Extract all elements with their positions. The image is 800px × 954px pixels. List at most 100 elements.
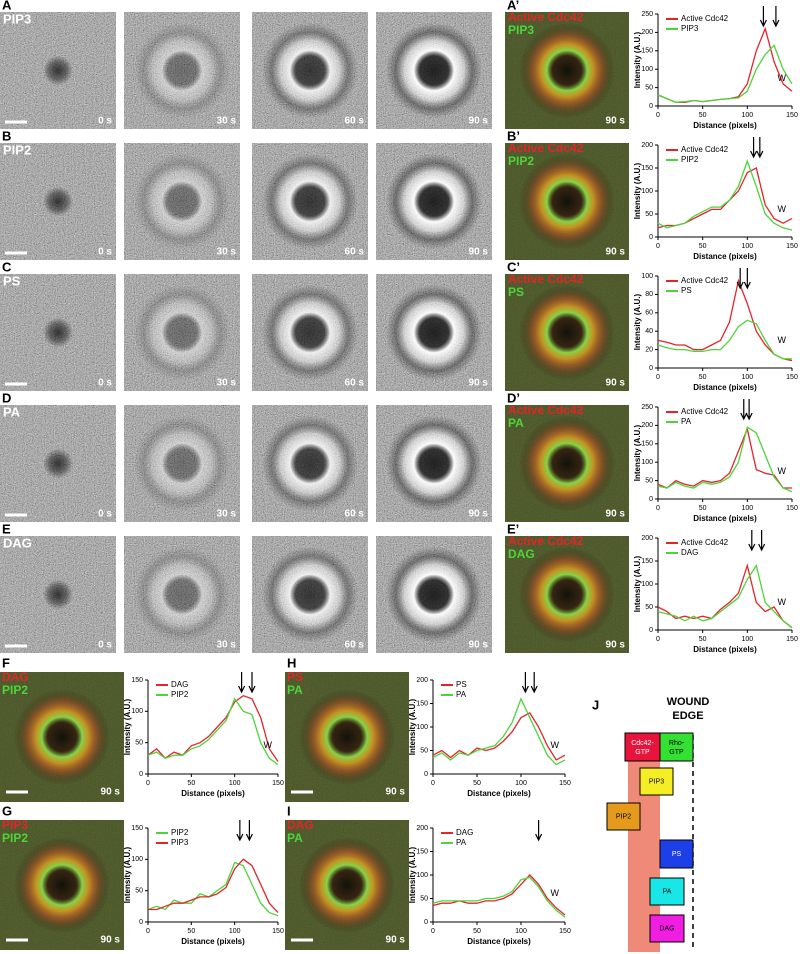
y-tick-label: 150 bbox=[641, 558, 653, 565]
x-tick-label: 50 bbox=[699, 243, 707, 250]
peak-arrow bbox=[248, 672, 256, 694]
legend-label: PA bbox=[681, 417, 692, 426]
y-axis-title: Intensity (A.U.) bbox=[123, 846, 132, 903]
x-tick-label: 50 bbox=[473, 928, 481, 935]
wound-ring bbox=[134, 546, 230, 643]
y-tick-label: 40 bbox=[645, 328, 653, 335]
peak-arrow bbox=[745, 399, 753, 421]
peak-arrow bbox=[740, 399, 748, 421]
time-label: 90 s bbox=[606, 640, 626, 651]
wound-ring bbox=[134, 284, 230, 381]
legend-label: PIP3 bbox=[681, 24, 699, 33]
legend-label: PS bbox=[681, 286, 692, 295]
y-tick-label: 200 bbox=[416, 825, 428, 832]
y-tick-label: 0 bbox=[649, 103, 653, 110]
y-tick-label: 50 bbox=[645, 604, 653, 611]
x-axis-title: Distance (pixels) bbox=[693, 252, 757, 261]
peak-arrow bbox=[521, 672, 529, 694]
x-tick-label: 0 bbox=[146, 928, 150, 935]
series-line bbox=[657, 26, 793, 103]
x-tick-label: 100 bbox=[741, 112, 753, 119]
time-label: 90 s bbox=[386, 935, 406, 946]
time-label: 90 s bbox=[101, 935, 121, 946]
legend-label: Active Cdc42 bbox=[681, 538, 729, 547]
peak-arrow bbox=[750, 137, 758, 159]
channel-label: PIP2 bbox=[2, 831, 28, 845]
x-tick-label: 100 bbox=[515, 780, 527, 787]
y-tick-label: 50 bbox=[645, 477, 653, 484]
legend-label: Active Cdc42 bbox=[681, 276, 729, 285]
peak-arrow bbox=[238, 672, 246, 694]
panel-label: E bbox=[2, 521, 11, 536]
panel-label: E’ bbox=[507, 521, 519, 536]
x-tick-label: 100 bbox=[741, 374, 753, 381]
wound-ring bbox=[386, 284, 482, 381]
y-tick-label: 100 bbox=[131, 708, 143, 715]
time-label: 90 s bbox=[606, 378, 626, 389]
y-tick-label: 100 bbox=[131, 856, 143, 863]
y-tick-label: 200 bbox=[641, 29, 653, 36]
time-label: 60 s bbox=[345, 509, 365, 520]
time-label: 90 s bbox=[606, 247, 626, 258]
channel-label: PIP2 bbox=[2, 683, 28, 697]
x-tick-label: 0 bbox=[431, 928, 435, 935]
panel-label: F bbox=[2, 655, 10, 670]
legend-label: Active Cdc42 bbox=[681, 145, 729, 154]
y-tick-label: 250 bbox=[641, 11, 653, 18]
y-tick-label: 150 bbox=[416, 848, 428, 855]
time-label: 90 s bbox=[469, 116, 489, 127]
x-tick-label: 100 bbox=[741, 636, 753, 643]
legend-label: Active Cdc42 bbox=[681, 14, 729, 23]
box-label: PIP2 bbox=[616, 813, 631, 820]
probe-name: DAG bbox=[3, 535, 32, 550]
probe-name: PS bbox=[3, 273, 21, 288]
y-tick-label: 0 bbox=[649, 234, 653, 241]
x-tick-label: 0 bbox=[146, 780, 150, 787]
box-label: PIP3 bbox=[649, 778, 664, 785]
x-tick-label: 150 bbox=[786, 636, 798, 643]
wound-ring bbox=[262, 153, 358, 250]
x-tick-label: 150 bbox=[272, 928, 284, 935]
time-label: 90 s bbox=[469, 640, 489, 651]
wound-spot bbox=[28, 564, 88, 625]
x-axis-title: Distance (pixels) bbox=[467, 789, 531, 798]
legend-label: PIP2 bbox=[681, 155, 699, 164]
peak-arrow bbox=[748, 530, 756, 552]
y-tick-label: 150 bbox=[416, 700, 428, 707]
y-tick-label: 0 bbox=[424, 771, 428, 778]
y-tick-label: 200 bbox=[641, 535, 653, 542]
y-tick-label: 20 bbox=[645, 346, 653, 353]
y-axis-title: Intensity (A.U.) bbox=[408, 698, 417, 755]
merged-ring bbox=[519, 22, 615, 119]
time-label: 90 s bbox=[469, 247, 489, 258]
channel-label: PA bbox=[508, 416, 524, 430]
y-tick-label: 150 bbox=[641, 48, 653, 55]
x-tick-label: 50 bbox=[699, 636, 707, 643]
time-label: 90 s bbox=[606, 116, 626, 127]
panel-label: I bbox=[287, 803, 291, 818]
diagram-box bbox=[649, 914, 685, 943]
box-label: Rho-GTP bbox=[669, 740, 685, 756]
merged-ring bbox=[14, 689, 110, 785]
y-axis-title: Intensity (A.U.) bbox=[633, 162, 642, 219]
channel-label: PS bbox=[287, 670, 303, 684]
x-tick-label: 50 bbox=[187, 928, 195, 935]
channel-label: PIP3 bbox=[508, 23, 534, 37]
panel-label: C bbox=[2, 259, 12, 274]
x-tick-label: 50 bbox=[187, 780, 195, 787]
x-tick-label: 0 bbox=[656, 505, 660, 512]
annotation: W bbox=[778, 204, 787, 214]
y-tick-label: 250 bbox=[641, 404, 653, 411]
channel-label: DAG bbox=[287, 818, 314, 832]
time-label: 60 s bbox=[345, 247, 365, 258]
x-axis-title: Distance (pixels) bbox=[181, 789, 245, 798]
series-line bbox=[432, 874, 566, 916]
y-tick-label: 150 bbox=[131, 677, 143, 684]
diagram-box bbox=[606, 802, 641, 831]
legend-label: PIP2 bbox=[171, 828, 189, 837]
y-tick-label: 100 bbox=[641, 66, 653, 73]
x-tick-label: 150 bbox=[786, 374, 798, 381]
legend-label: PA bbox=[456, 838, 467, 847]
peak-arrow bbox=[535, 820, 543, 842]
